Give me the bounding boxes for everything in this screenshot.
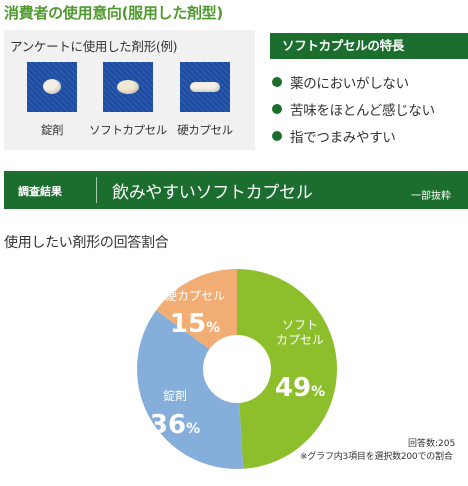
slice-value-label: 49% — [275, 373, 325, 403]
slice-label: 硬カプセル — [165, 289, 225, 303]
sample-heading: アンケートに使用した剤形(例) — [10, 39, 178, 54]
donut-hole — [203, 335, 271, 403]
hard-capsule-sample-image — [180, 62, 230, 112]
soft-capsule-sample-image — [103, 62, 153, 112]
pie-slice — [137, 310, 244, 469]
feature-item: 薬のにおいがしない — [272, 72, 409, 92]
slice-label: ソフト — [282, 318, 318, 332]
hard-capsule-icon — [190, 82, 220, 92]
bullet-icon — [272, 104, 282, 114]
features-header: ソフトカプセルの特長 — [270, 33, 468, 59]
feature-item: 指でつまみやすい — [272, 126, 396, 146]
slice-label: カプセル — [276, 333, 324, 347]
feature-item: 苦味をほとんど感じない — [272, 99, 435, 119]
respondent-count: 回答数:205 — [408, 439, 456, 449]
results-label: 調査結果 — [18, 185, 62, 198]
hard-capsule-label: 硬カプセル — [177, 123, 233, 137]
slice-value-label: 36% — [150, 410, 200, 440]
feature-text: 薬のにおいがしない — [290, 76, 409, 92]
bullet-icon — [272, 131, 282, 141]
bullet-icon — [272, 77, 282, 87]
footnote: ※グラフ内3項目を選択数200での割合 — [300, 452, 453, 462]
page-title: 消費者の使用意向(服用した剤型) — [4, 4, 223, 22]
soft-capsule-icon — [117, 80, 139, 94]
tablet-sample-image — [27, 62, 77, 112]
pie-slice — [237, 269, 337, 469]
slice-label: 錠剤 — [163, 388, 187, 403]
results-note: 一部抜粋 — [411, 191, 451, 202]
tablet-icon — [43, 79, 61, 94]
chart-title: 使用したい剤形の回答割合 — [4, 235, 169, 251]
results-headline: 飲みやすいソフトカプセル — [112, 183, 313, 203]
slice-value-label: 15% — [170, 309, 220, 339]
results-bar: 調査結果 飲みやすいソフトカプセル 一部抜粋 — [4, 171, 468, 209]
soft-capsule-label: ソフトカプセル — [89, 123, 167, 137]
feature-text: 指でつまみやすい — [290, 130, 396, 146]
feature-text: 苦味をほとんど感じない — [290, 103, 435, 119]
results-divider — [96, 177, 97, 203]
tablet-label: 錠剤 — [40, 123, 64, 137]
